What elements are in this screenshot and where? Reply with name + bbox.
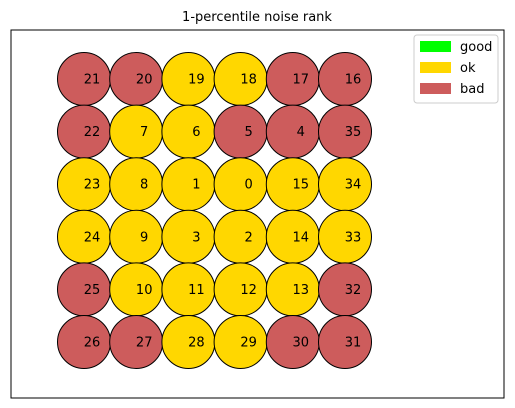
channel-marker-8 [109, 157, 164, 212]
channel-label-27: 27 [136, 336, 153, 351]
channel-label-12: 12 [240, 283, 257, 298]
channel-label-7: 7 [140, 125, 148, 140]
channel-label-20: 20 [136, 73, 153, 88]
channel-label-9: 9 [140, 230, 148, 245]
channel-label-13: 13 [293, 283, 310, 298]
channel-label-23: 23 [84, 178, 101, 193]
legend: good ok bad [413, 34, 499, 104]
channel-label-32: 32 [345, 283, 362, 298]
channel-label-0: 0 [244, 178, 252, 193]
channel-label-30: 30 [293, 336, 310, 351]
legend-swatch-good [420, 41, 451, 52]
channel-marker-7 [109, 104, 164, 159]
channel-label-6: 6 [192, 125, 200, 140]
channel-marker-2 [213, 209, 268, 264]
channel-marker-5 [213, 104, 268, 159]
channel-marker-6 [161, 104, 216, 159]
legend-label-good: good [460, 40, 492, 55]
channel-marker-4 [265, 104, 320, 159]
channel-label-8: 8 [140, 178, 148, 193]
channel-label-18: 18 [240, 73, 257, 88]
channel-label-35: 35 [345, 125, 362, 140]
channel-label-1: 1 [192, 178, 200, 193]
legend-label-bad: bad [460, 82, 484, 97]
legend-label-ok: ok [460, 61, 476, 76]
channel-label-3: 3 [192, 230, 200, 245]
channel-label-19: 19 [188, 73, 205, 88]
legend-swatch-bad [420, 83, 451, 94]
channel-label-14: 14 [293, 230, 310, 245]
channel-label-33: 33 [345, 230, 362, 245]
channel-label-5: 5 [244, 125, 252, 140]
legend-swatch-ok [420, 62, 451, 73]
channel-label-31: 31 [345, 336, 362, 351]
channel-label-2: 2 [244, 230, 252, 245]
channel-marker-9 [109, 209, 164, 264]
channel-label-16: 16 [345, 73, 362, 88]
channel-marker-31 [318, 315, 372, 369]
channel-label-28: 28 [188, 336, 205, 351]
channel-label-22: 22 [84, 125, 101, 140]
chart-title: 1-percentile noise rank [182, 10, 332, 25]
channel-label-11: 11 [188, 283, 205, 298]
channel-label-10: 10 [136, 283, 153, 298]
channel-label-21: 21 [84, 73, 101, 88]
channel-marker-0 [213, 157, 268, 212]
channel-label-24: 24 [84, 230, 101, 245]
channel-label-4: 4 [297, 125, 305, 140]
channel-label-34: 34 [345, 178, 362, 193]
channel-label-29: 29 [240, 336, 257, 351]
channel-marker-3 [161, 209, 216, 264]
channel-label-26: 26 [84, 336, 101, 351]
channel-label-17: 17 [293, 73, 310, 88]
channel-label-25: 25 [84, 283, 101, 298]
channel-marker-1 [161, 157, 216, 212]
channel-label-15: 15 [293, 178, 310, 193]
